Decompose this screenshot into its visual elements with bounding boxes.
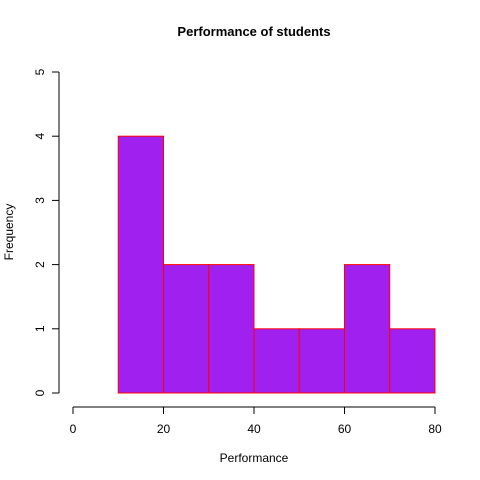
x-tick-label: 80 bbox=[428, 422, 442, 436]
x-axis-label: Performance bbox=[220, 451, 289, 465]
y-tick-label: 1 bbox=[33, 325, 47, 332]
histogram-bar-2 bbox=[163, 264, 210, 394]
y-tick-label: 3 bbox=[33, 197, 47, 204]
x-tick-label: 60 bbox=[338, 422, 352, 436]
x-axis: 0 20 40 60 80 bbox=[70, 406, 442, 436]
y-tick-label: 5 bbox=[33, 68, 47, 75]
x-tick-label: 0 bbox=[70, 422, 77, 436]
y-tick-label: 4 bbox=[33, 133, 47, 140]
histogram-bar-4 bbox=[253, 328, 300, 394]
histogram-bar-6 bbox=[344, 264, 391, 394]
histogram-bar-3 bbox=[208, 264, 255, 394]
x-tick-label: 40 bbox=[247, 422, 261, 436]
chart-title: Performance of students bbox=[177, 24, 330, 39]
y-axis: 0 1 2 3 4 5 bbox=[33, 68, 60, 396]
histogram-bar-1 bbox=[117, 135, 164, 394]
histogram-bar-7 bbox=[389, 328, 436, 394]
y-axis-label: Frequency bbox=[2, 204, 16, 261]
bars-group bbox=[117, 135, 436, 394]
y-tick-label: 0 bbox=[33, 389, 47, 396]
y-tick-label: 2 bbox=[33, 261, 47, 268]
histogram-bar-5 bbox=[298, 328, 345, 394]
x-tick-label: 20 bbox=[157, 422, 171, 436]
